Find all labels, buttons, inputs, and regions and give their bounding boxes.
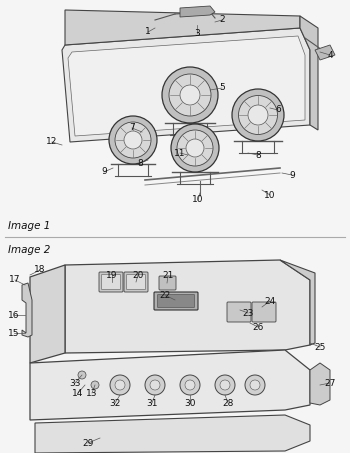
Text: 7: 7 (129, 124, 135, 132)
Circle shape (145, 375, 165, 395)
FancyBboxPatch shape (159, 276, 176, 290)
Polygon shape (35, 415, 310, 453)
Circle shape (180, 85, 200, 105)
Text: 12: 12 (46, 138, 58, 146)
Text: 17: 17 (9, 275, 21, 284)
Text: 8: 8 (137, 159, 143, 168)
Circle shape (177, 130, 213, 166)
Text: 8: 8 (255, 150, 261, 159)
Circle shape (109, 116, 157, 164)
Text: 28: 28 (222, 399, 234, 408)
Text: Image 1: Image 1 (8, 221, 50, 231)
Text: 3: 3 (194, 29, 200, 38)
Text: 21: 21 (162, 271, 174, 280)
Polygon shape (280, 260, 315, 345)
Circle shape (115, 122, 151, 158)
Text: 26: 26 (252, 323, 264, 332)
Circle shape (245, 375, 265, 395)
Text: 9: 9 (289, 170, 295, 179)
Text: 18: 18 (34, 265, 46, 275)
Text: 15: 15 (8, 328, 20, 337)
Circle shape (250, 380, 260, 390)
FancyBboxPatch shape (158, 294, 195, 308)
Text: 2: 2 (219, 15, 225, 24)
Text: 31: 31 (146, 399, 158, 408)
Circle shape (150, 380, 160, 390)
Text: 33: 33 (69, 379, 81, 387)
Text: 4: 4 (327, 50, 333, 59)
Circle shape (91, 381, 99, 389)
Text: Image 2: Image 2 (8, 245, 50, 255)
FancyBboxPatch shape (124, 272, 148, 292)
Text: 10: 10 (192, 196, 204, 204)
Polygon shape (310, 363, 330, 405)
Polygon shape (315, 45, 335, 60)
Text: 6: 6 (275, 106, 281, 115)
Text: 30: 30 (184, 399, 196, 408)
Text: 1: 1 (145, 28, 151, 37)
Text: 13: 13 (86, 389, 98, 397)
Polygon shape (22, 283, 32, 337)
Circle shape (115, 380, 125, 390)
Polygon shape (180, 6, 215, 17)
FancyBboxPatch shape (227, 302, 251, 322)
Text: 22: 22 (159, 290, 171, 299)
Circle shape (124, 131, 142, 149)
Polygon shape (300, 16, 318, 130)
Text: 11: 11 (174, 149, 186, 158)
FancyBboxPatch shape (154, 292, 198, 310)
Circle shape (185, 380, 195, 390)
Circle shape (238, 96, 278, 135)
Text: 9: 9 (101, 168, 107, 177)
Circle shape (215, 375, 235, 395)
Text: 10: 10 (264, 191, 276, 199)
Text: 5: 5 (219, 83, 225, 92)
Polygon shape (68, 36, 305, 136)
Text: 25: 25 (314, 342, 326, 352)
Text: 24: 24 (264, 297, 276, 305)
Text: 29: 29 (82, 439, 94, 448)
Polygon shape (30, 265, 65, 363)
Circle shape (171, 124, 219, 172)
Polygon shape (30, 350, 310, 420)
FancyBboxPatch shape (252, 302, 276, 322)
FancyBboxPatch shape (102, 275, 120, 289)
Text: 14: 14 (72, 389, 84, 397)
Text: 27: 27 (324, 379, 336, 387)
Circle shape (232, 89, 284, 141)
Text: 23: 23 (242, 308, 254, 318)
Circle shape (180, 375, 200, 395)
Circle shape (162, 67, 218, 123)
Text: 20: 20 (132, 270, 144, 280)
Text: 32: 32 (109, 399, 121, 408)
Polygon shape (62, 28, 310, 142)
Circle shape (220, 380, 230, 390)
FancyBboxPatch shape (99, 272, 123, 292)
Polygon shape (65, 260, 310, 353)
Circle shape (78, 371, 86, 379)
Text: 19: 19 (106, 270, 118, 280)
Circle shape (186, 139, 204, 157)
Text: 16: 16 (8, 310, 20, 319)
Circle shape (169, 74, 211, 116)
FancyBboxPatch shape (126, 275, 146, 289)
Polygon shape (65, 10, 300, 45)
Circle shape (248, 105, 268, 125)
Circle shape (110, 375, 130, 395)
